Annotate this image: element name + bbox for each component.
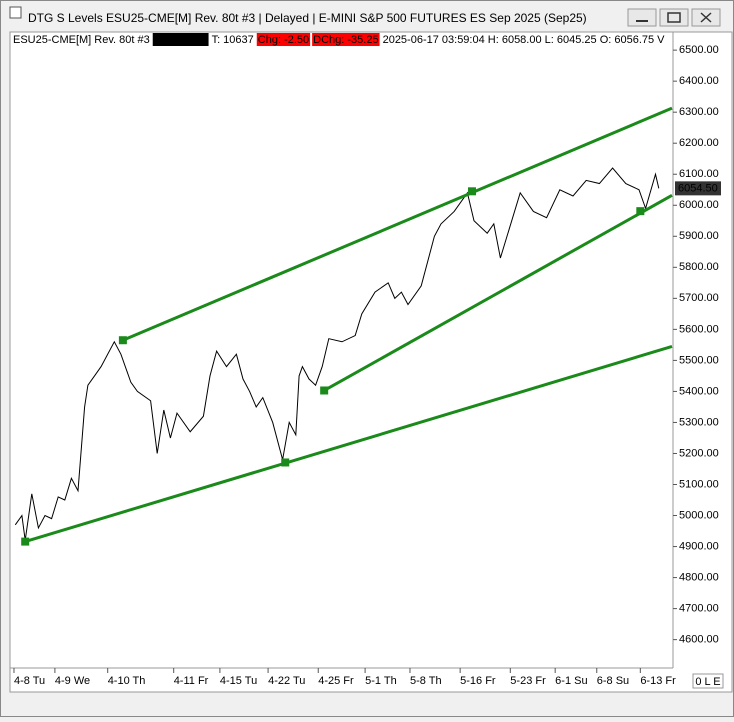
- window-title: DTG S Levels ESU25-CME[M] Rev. 80t #3 | …: [28, 11, 587, 25]
- info-bar: ESU25-CME[M] Rev. 80t #3 C: 6054.50 T: 106…: [13, 33, 666, 46]
- chart-area: [9, 31, 733, 693]
- y-tick-label: 4600.00: [679, 634, 719, 646]
- y-tick-label: 5100.00: [679, 478, 719, 490]
- info-field: 2025-06-17 03:59:04 H: 6058.00 L: 6045.2…: [383, 34, 666, 46]
- x-tick-label: 6-13 Fr: [640, 675, 676, 687]
- trend-anchor: [21, 537, 30, 546]
- y-tick-label: 6300.00: [679, 106, 719, 118]
- maximize-button[interactable]: [659, 8, 689, 27]
- y-tick-label: 5700.00: [679, 292, 719, 304]
- x-tick-label: 4-22 Tu: [268, 675, 305, 687]
- x-tick-label: 5-16 Fr: [460, 675, 496, 687]
- last-price-box: [675, 181, 721, 196]
- y-tick-label: 6500.00: [679, 44, 719, 56]
- minimize-button[interactable]: [627, 8, 657, 27]
- info-field: C: 6054.50: [154, 34, 208, 46]
- y-tick-label: 6000.00: [679, 199, 719, 211]
- x-tick-label: 4-10 Th: [108, 675, 146, 687]
- info-field: ESU25-CME[M] Rev. 80t #3: [13, 34, 150, 46]
- trend-line: [24, 344, 673, 544]
- x-tick-label: 4-15 Tu: [220, 675, 257, 687]
- x-tick-label: 4-11 Fr: [174, 675, 209, 687]
- trend-anchor: [118, 336, 127, 345]
- y-tick-label: 5200.00: [679, 447, 719, 459]
- x-tick-label: 5-8 Th: [410, 675, 442, 687]
- y-tick-label: 6400.00: [679, 75, 719, 87]
- status-box: [692, 673, 724, 689]
- window-buttons[interactable]: [627, 8, 721, 27]
- y-tick-label: 6200.00: [679, 137, 719, 149]
- info-field-bg: [312, 33, 380, 46]
- status-text: 0 L E: [695, 676, 720, 688]
- trend-anchor: [468, 187, 477, 196]
- y-tick-label: 5000.00: [679, 509, 719, 521]
- info-field: T: 10637: [212, 34, 254, 46]
- maximize-icon: [667, 12, 681, 23]
- trend-line: [122, 106, 673, 342]
- y-tick-label: 5800.00: [679, 261, 719, 273]
- y-tick-label: 5400.00: [679, 385, 719, 397]
- x-tick-label: 4-8 Tu: [14, 675, 45, 687]
- y-tick-label: 4900.00: [679, 540, 719, 552]
- y-tick-label: 6100.00: [679, 168, 719, 180]
- x-tick-label: 5-23 Fr: [510, 675, 546, 687]
- trend-anchor: [320, 386, 329, 395]
- close-icon: [700, 12, 712, 23]
- window-icon: [9, 6, 22, 19]
- info-field-bg: [152, 33, 209, 46]
- y-tick-label: 5300.00: [679, 416, 719, 428]
- y-tick-label: 5900.00: [679, 230, 719, 242]
- y-tick-label: 4700.00: [679, 603, 719, 615]
- y-tick-label: 4800.00: [679, 571, 719, 583]
- trend-anchor: [636, 207, 645, 216]
- info-field: DChg: -35.25: [313, 34, 378, 46]
- trend-line: [323, 194, 673, 392]
- x-tick-label: 6-8 Su: [597, 675, 629, 687]
- trend-anchor: [281, 458, 290, 467]
- info-field-bg: [256, 33, 311, 46]
- x-tick-label: 5-1 Th: [365, 675, 397, 687]
- y-tick-label: 5500.00: [679, 354, 719, 366]
- last-price-label: 6054.50: [678, 182, 718, 194]
- y-tick-label: 5600.00: [679, 323, 719, 335]
- price-line: [14, 167, 660, 541]
- x-tick-label: 4-25 Fr: [318, 675, 354, 687]
- x-tick-label: 4-9 We: [55, 675, 90, 687]
- info-field: Chg: -2.50: [258, 34, 309, 46]
- x-tick-label: 6-1 Su: [555, 675, 587, 687]
